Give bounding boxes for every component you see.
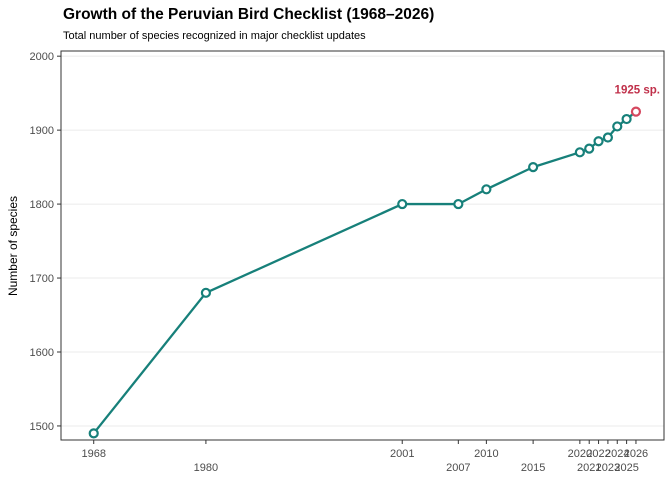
x-tick-label-2020: 2020 (568, 448, 592, 460)
data-point-2001 (397, 198, 408, 210)
x-tick-label-2025: 2025 (614, 462, 638, 474)
x-tick-label-2010: 2010 (474, 448, 498, 460)
data-point-2025 (621, 113, 632, 125)
data-point-1980 (200, 287, 212, 298)
y-tick-label-1700: 1700 (30, 273, 54, 285)
annotation-species-count: 1925 sp. (615, 85, 660, 97)
data-point-2021 (584, 143, 595, 154)
data-point-2024 (612, 121, 623, 132)
x-tick-label-1980: 1980 (194, 462, 218, 474)
y-tick-label-1600: 1600 (30, 347, 54, 359)
panel-border (60, 50, 665, 441)
x-tick-label-2023: 2023 (596, 462, 620, 474)
data-point-2020 (574, 147, 585, 158)
data-point-2015 (528, 162, 539, 173)
species-trend-line (92, 110, 638, 435)
x-tick-label-2007: 2007 (446, 462, 470, 474)
x-tick-label-2001: 2001 (390, 448, 414, 460)
y-tick-label-1900: 1900 (30, 125, 54, 137)
x-tick-label-2026: 2026 (624, 448, 648, 460)
x-tick-label-2022: 2022 (586, 448, 610, 460)
x-tick-label-1968: 1968 (81, 448, 105, 460)
y-tick-label-1800: 1800 (30, 199, 54, 211)
data-point-2023 (602, 132, 614, 143)
y-tick-label-2000: 2000 (30, 51, 54, 63)
x-tick-label-2015: 2015 (521, 462, 545, 474)
data-point-2010 (481, 184, 492, 195)
x-tick-label-2021: 2021 (577, 462, 601, 474)
data-point-1968 (88, 428, 99, 439)
data-point-2007 (453, 198, 464, 210)
x-tick-label-2024: 2024 (605, 448, 629, 460)
y-tick-label-1500: 1500 (30, 421, 54, 433)
chart-subtitle: Total number of species recognized in ma… (63, 30, 366, 42)
highlight-data-point-2026 (630, 106, 642, 117)
data-point-2022 (593, 136, 604, 147)
chart-title: Growth of the Peruvian Bird Checklist (1… (63, 6, 435, 23)
